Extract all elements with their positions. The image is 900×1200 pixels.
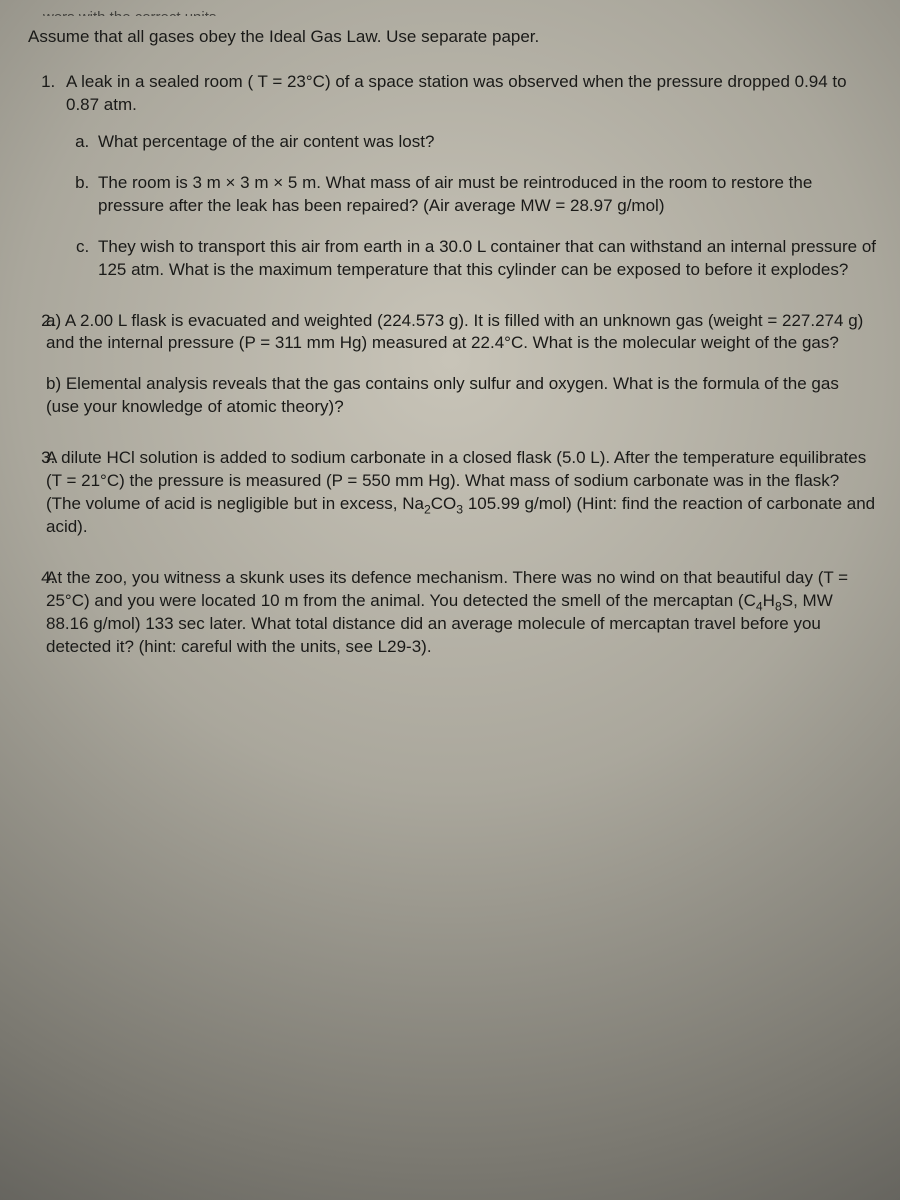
q4-s2: 8: [775, 599, 782, 613]
q3-mid1: CO: [431, 494, 457, 513]
q1-subparts: What percentage of the air content was l…: [66, 131, 876, 282]
q4-pre: At the zoo, you witness a skunk uses its…: [46, 568, 848, 610]
q2-a: a) A 2.00 L flask is evacuated and weigh…: [46, 310, 876, 356]
worksheet-page: …wers with the correct units… Assume tha…: [0, 0, 900, 659]
question-2: a) A 2.00 L flask is evacuated and weigh…: [60, 310, 876, 420]
q2-b: b) Elemental analysis reveals that the g…: [46, 373, 876, 419]
q3-sub1: 2: [424, 503, 431, 517]
question-3: A dilute HCl solution is added to sodium…: [60, 447, 876, 539]
q1-c: They wish to transport this air from ear…: [94, 236, 876, 282]
question-list: A leak in a sealed room ( T = 23°C) of a…: [24, 71, 876, 659]
q1-b: The room is 3 m × 3 m × 5 m. What mass o…: [94, 172, 876, 218]
cutoff-header-fragment: …wers with the correct units…: [24, 8, 876, 16]
instructions-line: Assume that all gases obey the Ideal Gas…: [28, 26, 876, 49]
q4-m1: H: [763, 591, 775, 610]
q4-text: At the zoo, you witness a skunk uses its…: [46, 567, 876, 659]
q1-stem: A leak in a sealed room ( T = 23°C) of a…: [66, 72, 847, 114]
question-1: A leak in a sealed room ( T = 23°C) of a…: [60, 71, 876, 282]
q3-text: A dilute HCl solution is added to sodium…: [46, 447, 876, 539]
question-4: At the zoo, you witness a skunk uses its…: [60, 567, 876, 659]
q4-s1: 4: [756, 599, 763, 613]
q1-a: What percentage of the air content was l…: [94, 131, 876, 154]
